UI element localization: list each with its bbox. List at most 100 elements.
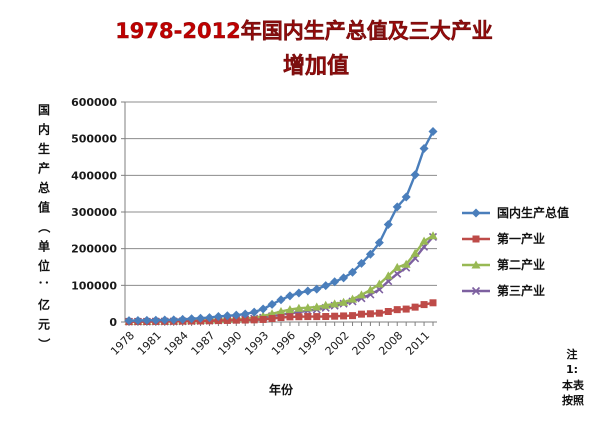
data-point (312, 284, 322, 294)
y-axis-title-char: 总 (38, 180, 50, 195)
data-point (321, 281, 331, 291)
data-point (249, 307, 259, 317)
data-point (160, 315, 170, 325)
data-point (392, 262, 402, 271)
data-point (410, 170, 420, 180)
data-point (402, 305, 410, 313)
data-point (401, 259, 411, 268)
x-tick-label: 1996 (269, 329, 298, 358)
data-point (374, 279, 384, 288)
data-point (204, 313, 214, 323)
y-axis-title-char: 元 (38, 318, 50, 332)
y-axis-title-char: （ (37, 221, 52, 233)
data-point (348, 294, 358, 303)
x-axis-ticks: 1978198119841987199019931996199920022005… (108, 322, 434, 358)
data-point (374, 238, 384, 248)
x-tick-label: 1987 (189, 329, 218, 358)
data-point (312, 302, 322, 311)
data-point (322, 313, 330, 321)
y-axis-title-char: ： (37, 279, 51, 291)
note-line: 注 (567, 347, 578, 361)
data-point (331, 312, 339, 320)
note-line: 1: (566, 363, 578, 376)
y-axis-title: 国内生产总值 （ 单位 ： 亿元 ） (37, 103, 52, 350)
data-point (365, 285, 375, 294)
x-tick-label: 1999 (296, 329, 325, 358)
data-point (330, 277, 340, 287)
x-tick-label: 2008 (376, 329, 405, 358)
y-axis-title-char: ） (37, 338, 52, 350)
data-point (356, 258, 366, 268)
y-axis-title-char: 国 (38, 103, 50, 117)
data-point (384, 308, 392, 316)
y-tick-label: 300000 (71, 206, 117, 219)
legend-item: 第一产业 (462, 231, 545, 246)
data-point (151, 315, 161, 325)
data-point (213, 311, 223, 321)
data-point (169, 315, 179, 325)
x-tick-label: 1984 (162, 329, 191, 358)
data-point (232, 316, 240, 324)
data-point (393, 269, 402, 278)
y-tick-label: 200000 (71, 243, 117, 256)
data-point (294, 288, 304, 298)
data-point (276, 295, 286, 305)
data-point (419, 236, 429, 245)
data-point (124, 316, 134, 326)
data-point (294, 303, 304, 312)
x-tick-label: 1993 (242, 329, 271, 358)
data-point (267, 299, 277, 309)
gridlines (125, 101, 437, 286)
data-point (392, 202, 402, 212)
legend-label: 第二产业 (497, 257, 545, 272)
data-point (241, 316, 249, 324)
y-axis-title-char: 产 (38, 161, 50, 176)
note-line: 本表 (562, 378, 585, 392)
data-point (321, 300, 331, 309)
x-tick-label: 1978 (108, 329, 137, 358)
data-point (268, 314, 276, 322)
legend-label: 第三产业 (497, 283, 545, 298)
data-point (357, 310, 365, 318)
data-point (313, 313, 321, 321)
data-point (196, 313, 206, 323)
legend-item: 国内生产总值 (462, 205, 569, 220)
legend-item: 第三产业 (462, 283, 545, 298)
note-line: 按照 (562, 393, 584, 407)
y-axis-title-char: 位 (38, 258, 50, 273)
y-axis-title-char: 内 (38, 122, 50, 137)
data-point (330, 299, 340, 308)
data-point (133, 316, 143, 326)
y-axis-ticks: 0 100000 200000 300000 400000 500000 600000 (71, 96, 125, 329)
data-point (303, 286, 313, 296)
x-axis-title: 年份 (269, 382, 294, 397)
data-point (340, 312, 348, 320)
data-point (429, 299, 437, 307)
plot-area (124, 127, 438, 326)
data-point (471, 208, 481, 218)
data-point (276, 306, 286, 315)
data-point (258, 304, 268, 314)
data-point (411, 303, 419, 311)
data-point (285, 291, 295, 301)
chart-title: 1978-2012年国内生产总值及三大产业 (115, 19, 493, 43)
data-point (231, 310, 241, 320)
legend-item: 第二产业 (462, 257, 545, 272)
y-axis-title-char: 生 (38, 141, 50, 156)
data-point (383, 220, 393, 230)
x-tick-label: 1990 (215, 329, 244, 358)
legend-label: 第一产业 (497, 231, 545, 246)
y-tick-label: 100000 (71, 279, 117, 292)
data-point (472, 235, 480, 243)
data-point (250, 316, 258, 324)
x-tick-label: 2002 (323, 329, 352, 358)
data-point (259, 315, 267, 323)
data-point (349, 312, 357, 320)
y-axis-title-char: 单 (38, 239, 50, 254)
x-tick-label: 1981 (135, 329, 164, 358)
data-point (365, 249, 375, 259)
data-point (375, 309, 383, 317)
data-point (393, 306, 401, 314)
